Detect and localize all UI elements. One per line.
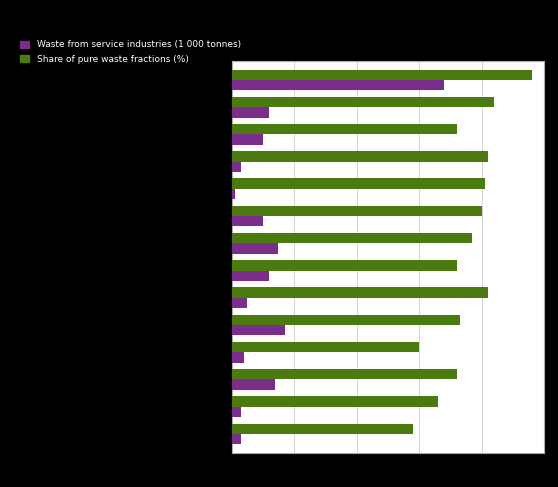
Bar (232, 325, 285, 335)
Bar (232, 162, 241, 172)
Bar (232, 70, 532, 80)
Bar (232, 244, 278, 254)
Bar (232, 260, 456, 270)
Bar (232, 80, 444, 90)
Bar (232, 396, 438, 407)
Bar (232, 233, 472, 244)
Bar (232, 206, 482, 216)
Bar (232, 107, 269, 117)
Bar (232, 134, 263, 145)
Bar (232, 151, 488, 162)
Bar (232, 178, 485, 189)
Bar (232, 424, 413, 434)
Bar (232, 379, 275, 390)
Bar (232, 189, 235, 199)
Bar (232, 287, 488, 298)
Bar (232, 298, 247, 308)
Bar (232, 315, 460, 325)
Legend: Waste from service industries (1 000 tonnes), Share of pure waste fractions (%): Waste from service industries (1 000 ton… (18, 38, 242, 66)
Bar (232, 407, 241, 417)
Bar (232, 369, 456, 379)
Bar (232, 124, 456, 134)
Bar (232, 342, 419, 352)
Bar (232, 270, 269, 281)
Bar (232, 216, 263, 226)
Bar (232, 97, 494, 107)
Bar (232, 352, 244, 362)
Bar (232, 434, 241, 444)
